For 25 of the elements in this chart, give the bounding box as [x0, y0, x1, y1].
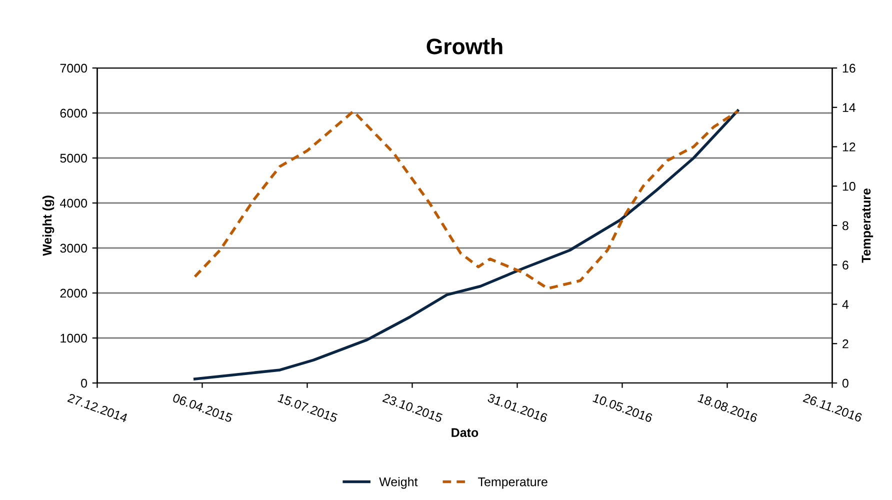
legend-label: Weight — [379, 477, 418, 489]
y2-tick-label: 16 — [842, 64, 856, 73]
y2-tick-label: 8 — [842, 221, 848, 230]
y-tick-label: 5000 — [60, 154, 88, 163]
x-axis-title: Dato — [452, 428, 478, 438]
y2-tick-label: 2 — [842, 339, 848, 348]
y-tick-label: 7000 — [60, 64, 88, 73]
line-series — [193, 109, 740, 380]
chart-title: Growth — [426, 38, 502, 54]
y-tick-label: 1000 — [60, 334, 88, 343]
y2-tick-label: 14 — [842, 103, 856, 112]
y2-tick-label: 4 — [842, 300, 849, 309]
legend-label: Temperature — [478, 478, 548, 489]
y2-axis-title: Temperature — [862, 188, 874, 263]
y2-tick-label: 12 — [842, 142, 856, 152]
y-tick-label: 2000 — [60, 288, 88, 298]
line-series — [193, 110, 740, 290]
y2-tick-label: 0 — [842, 378, 848, 388]
y-tick-label: 0 — [81, 378, 88, 388]
y-axis-title: Weight (g) — [42, 196, 54, 256]
y2-tick-label: 10 — [842, 182, 856, 191]
y-tick-label: 4000 — [60, 198, 88, 208]
y2-tick-label: 6 — [842, 260, 848, 270]
y-tick-label: 6000 — [60, 108, 88, 118]
y-tick-label: 3000 — [60, 244, 88, 253]
